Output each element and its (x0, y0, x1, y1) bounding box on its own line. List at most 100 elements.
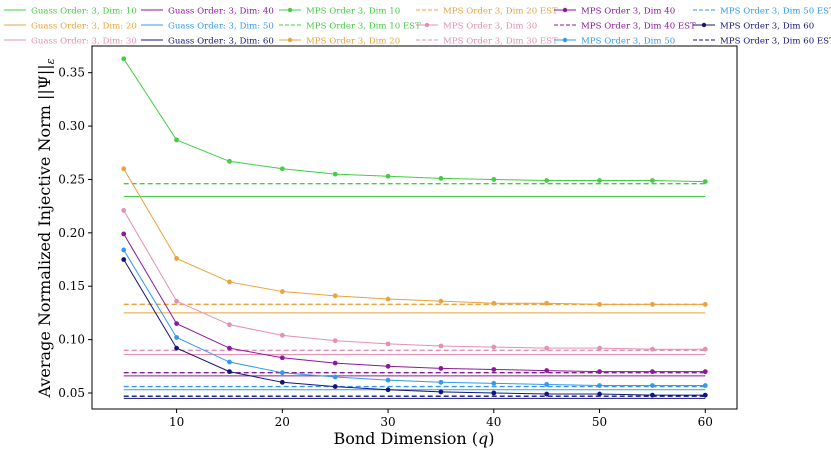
data-point (491, 380, 497, 386)
data-point (438, 366, 444, 371)
legend-entry-guass-order-3-dim-40: Guass Order: 3, Dim: 40 (141, 7, 274, 17)
legend-marker (287, 37, 293, 43)
data-point (597, 178, 602, 183)
x-axis-label: Bond Dimension (q) (333, 429, 494, 448)
legend-label: MPS Order 3, Dim 10 EST (306, 22, 421, 32)
data-point (438, 298, 444, 304)
data-point (491, 367, 497, 372)
y-tick-label: 0.20 (58, 226, 85, 240)
series-line (123, 58, 706, 183)
legend-entry-mps-order-3-dim-50: MPS Order 3, Dim 50 (554, 37, 675, 47)
data-point (121, 166, 127, 172)
y-tick-label: 0.35 (58, 66, 85, 80)
data-point (279, 370, 285, 376)
data-point (227, 369, 232, 375)
data-point (385, 296, 391, 302)
data-point (279, 332, 285, 338)
data-point (491, 390, 497, 396)
data-point (279, 166, 285, 172)
legend-label: MPS Order 3, Dim 20 EST (443, 7, 558, 17)
legend-label: Guass Order: 3, Dim: 40 (168, 7, 274, 17)
data-point (174, 298, 179, 304)
legend-entry-mps-order-3-dim-40: MPS Order 3, Dim 40 (554, 7, 675, 17)
legend-entry-guass-order-3-dim-10: Guass Order: 3, Dim: 10 (4, 7, 137, 17)
series-line (123, 210, 706, 350)
data-point (332, 384, 338, 389)
legend-entry-mps-order-3-dim-30: MPS Order 3, Dim 30 (416, 22, 537, 32)
legend-entry-mps-order-3-dim-20-est: MPS Order 3, Dim 20 EST (416, 7, 558, 17)
legend-label: MPS Order 3, Dim 10 (306, 7, 400, 17)
data-point (544, 382, 550, 387)
y-tick-label: 0.30 (58, 119, 85, 133)
data-point (491, 344, 497, 350)
series-mps-order-3-dim-50 (121, 247, 708, 388)
y-tick-label: 0.10 (58, 333, 85, 347)
data-point (174, 345, 179, 351)
data-point (279, 379, 285, 385)
data-point (702, 301, 708, 307)
data-point (544, 368, 550, 373)
legend-label: MPS Order 3, Dim 50 EST (720, 7, 831, 17)
legend-label: Guass Order: 3, Dim: 20 (31, 22, 137, 32)
data-point (332, 374, 338, 380)
series-mps-order-3-dim-20 (121, 166, 708, 307)
legend-marker (424, 22, 430, 28)
data-point (121, 208, 127, 213)
y-tick-label: 0.05 (58, 386, 85, 400)
legend-marker (701, 22, 707, 28)
data-point (121, 56, 127, 62)
data-point (597, 391, 602, 397)
legend-marker (287, 7, 293, 13)
data-point (702, 179, 708, 184)
data-point (438, 343, 444, 349)
data-point (332, 171, 338, 177)
data-point (385, 363, 391, 369)
data-point (385, 341, 391, 347)
legend-label: MPS Order 3, Dim 50 (581, 37, 675, 47)
data-point (279, 289, 285, 294)
x-axis: 10 20 30 40 50 60 (169, 409, 713, 429)
data-point (227, 322, 232, 328)
data-point (121, 257, 127, 262)
data-point (438, 379, 444, 385)
legend-label: MPS Order 3, Dim 60 EST (720, 37, 831, 47)
legend-entry-guass-order-3-dim-30: Guass Order: 3, Dim: 30 (4, 37, 137, 47)
y-tick-label: 0.15 (58, 279, 85, 293)
data-point (385, 173, 391, 179)
data-point (650, 178, 655, 183)
y-axis: 0.05 0.10 0.15 0.20 0.25 0.30 0.35 (58, 66, 92, 400)
series-mps-order-3-dim-30 (121, 208, 708, 352)
legend-label: MPS Order 3, Dim 30 (443, 22, 537, 32)
legend-label: Guass Order: 3, Dim: 10 (31, 7, 137, 17)
data-point (121, 231, 127, 237)
data-point (279, 355, 285, 361)
legend-label: Guass Order: 3, Dim: 30 (31, 37, 137, 47)
series-layer (121, 56, 708, 399)
legend-label: MPS Order 3, Dim 30 EST (443, 37, 558, 47)
data-point (597, 345, 602, 351)
data-point (332, 293, 338, 299)
legend-entry-mps-order-3-dim-60-est: MPS Order 3, Dim 60 EST (693, 37, 831, 47)
legend-marker (562, 7, 568, 13)
data-point (332, 338, 338, 344)
data-point (385, 377, 391, 383)
x-tick-label: 40 (486, 415, 501, 429)
data-point (121, 247, 127, 253)
legend-entry-mps-order-3-dim-20: MPS Order 3, Dim 20 (279, 37, 400, 47)
data-point (174, 335, 179, 340)
x-tick-label: 10 (169, 415, 184, 429)
legend-entry-guass-order-3-dim-60: Guass Order: 3, Dim: 60 (141, 37, 274, 47)
data-point (174, 256, 179, 261)
legend-entry-mps-order-3-dim-50-est: MPS Order 3, Dim 50 EST (693, 7, 831, 17)
legend-label: MPS Order 3, Dim 40 EST (581, 22, 696, 32)
legend-entry-mps-order-3-dim-10-est: MPS Order 3, Dim 10 EST (279, 22, 421, 32)
legend-marker (562, 37, 568, 43)
series-line (123, 259, 706, 396)
data-point (491, 177, 497, 182)
legend-label: Guass Order: 3, Dim: 60 (168, 37, 274, 47)
data-point (227, 359, 232, 365)
legend-entry-mps-order-3-dim-10: MPS Order 3, Dim 10 (279, 7, 400, 17)
legend-entry-guass-order-3-dim-20: Guass Order: 3, Dim: 20 (4, 22, 137, 32)
legend-entry-mps-order-3-dim-40-est: MPS Order 3, Dim 40 EST (554, 22, 696, 32)
